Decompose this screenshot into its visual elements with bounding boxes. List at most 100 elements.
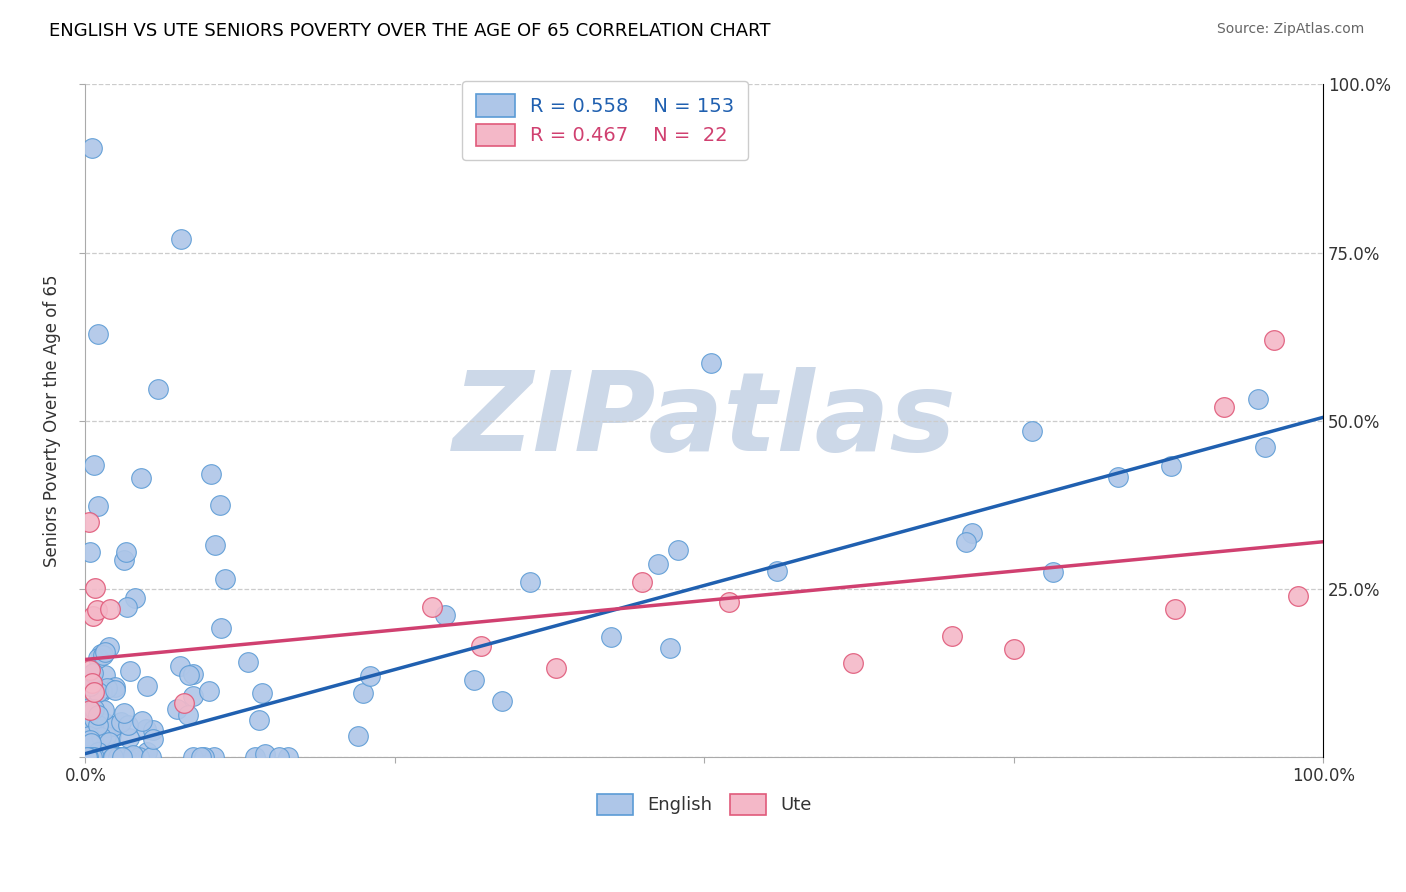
Point (89, 750, 111, 764)
Point (347, 729, 370, 743)
Point (105, 750, 128, 764)
Point (766, 564, 789, 578)
Point (76, 750, 98, 764)
Point (142, 731, 165, 746)
Point (103, 750, 125, 764)
Point (98, 640, 121, 655)
Point (87, 718, 110, 732)
Point (1002, 642, 1025, 657)
Point (110, 750, 132, 764)
Point (76, 722, 98, 736)
Point (112, 553, 135, 567)
Point (519, 574, 541, 589)
Point (96, 681, 118, 695)
Point (98, 602, 121, 616)
Point (104, 750, 127, 764)
Point (98, 750, 121, 764)
Y-axis label: Seniors Poverty Over the Age of 65: Seniors Poverty Over the Age of 65 (44, 275, 60, 567)
Point (420, 600, 443, 615)
Point (82, 750, 104, 764)
Point (1163, 602, 1185, 616)
Point (97, 750, 120, 764)
Point (84, 582, 107, 596)
Point (77, 750, 100, 764)
Point (120, 664, 142, 678)
Point (80, 676, 103, 690)
Point (82, 750, 104, 764)
Point (204, 538, 226, 552)
Point (94, 715, 117, 730)
Point (117, 599, 139, 614)
Point (98, 750, 121, 764)
Point (1213, 401, 1236, 415)
Point (79, 703, 101, 717)
Point (105, 750, 128, 764)
Point (202, 750, 225, 764)
Point (115, 545, 138, 559)
Point (96, 729, 118, 743)
Point (79, 750, 101, 764)
Point (169, 658, 191, 673)
Point (83, 712, 105, 726)
Point (139, 750, 162, 764)
Point (76, 750, 98, 764)
Point (941, 629, 963, 643)
Point (77, 748, 100, 763)
Point (135, 722, 157, 736)
Point (124, 591, 146, 605)
Text: ZIPatlas: ZIPatlas (453, 368, 956, 475)
Point (104, 682, 127, 697)
Point (1021, 425, 1043, 439)
Point (87, 327, 110, 342)
Point (100, 728, 122, 742)
Point (250, 686, 273, 700)
Point (86, 603, 108, 617)
Point (87, 745, 110, 759)
Point (82, 750, 104, 764)
Point (76, 750, 98, 764)
Point (76, 709, 98, 723)
Point (129, 470, 152, 484)
Point (98, 750, 121, 764)
Point (94, 645, 117, 659)
Point (82, 750, 104, 764)
Point (82, 609, 104, 624)
Point (86, 750, 108, 764)
Point (87, 499, 110, 513)
Point (115, 750, 138, 764)
Point (718, 595, 741, 609)
Point (97, 735, 120, 749)
Point (1107, 470, 1129, 484)
Point (208, 498, 231, 512)
Point (76, 715, 98, 730)
Point (94, 750, 117, 764)
Point (700, 356, 723, 370)
Point (76, 750, 98, 764)
Point (198, 684, 221, 698)
Point (842, 656, 865, 670)
Point (111, 750, 134, 764)
Point (960, 525, 983, 540)
Point (91, 684, 114, 698)
Point (79, 729, 101, 743)
Point (80, 699, 103, 714)
Point (647, 557, 669, 571)
Point (136, 680, 159, 694)
Point (1042, 566, 1064, 580)
Point (181, 689, 204, 703)
Point (89, 750, 111, 764)
Point (470, 639, 492, 653)
Point (76, 750, 98, 764)
Point (1286, 589, 1309, 603)
Point (177, 707, 200, 722)
Point (79, 544, 101, 558)
Point (112, 706, 135, 720)
Point (90, 648, 112, 662)
Point (1254, 440, 1277, 454)
Legend: English, Ute: English, Ute (589, 787, 820, 822)
Point (101, 750, 124, 764)
Point (77, 515, 100, 529)
Point (120, 750, 142, 764)
Point (181, 667, 204, 681)
Point (177, 668, 200, 682)
